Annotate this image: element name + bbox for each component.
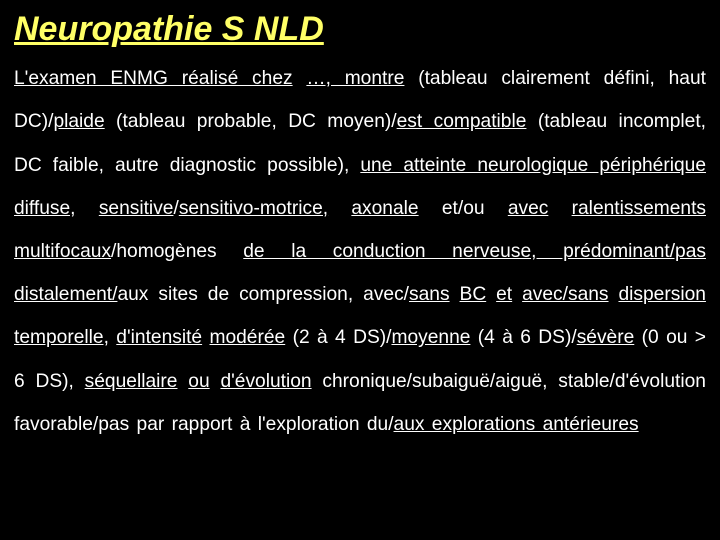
body-segment [210,371,221,392]
body-segment: avec [508,198,549,219]
body-segment: sans [409,284,450,305]
body-segment: d'intensité [116,327,202,348]
body-segment: (2 à 4 DS)/ [285,327,391,348]
body-segment: d'évolution [220,371,311,392]
body-segment: est compatible [397,111,527,132]
body-segment [548,198,571,219]
body-segment: diffuse, [14,198,76,219]
body-segment [609,284,619,305]
slide-body-paragraph: L'examen ENMG réalisé chez …, montre (ta… [14,57,706,446]
body-segment [177,371,188,392]
body-segment: et/ou [419,198,508,219]
body-segment: /homogènes [111,241,243,262]
body-segment: plaide [53,111,104,132]
body-segment: multifocaux [14,241,111,262]
slide: Neuropathie S NLD L'examen ENMG réalisé … [0,0,720,540]
body-segment: ou [188,371,209,392]
body-segment: sensitive [99,198,174,219]
body-segment [76,198,99,219]
body-segment: aux explorations antérieures [394,414,639,435]
body-segment: moyenne [391,327,470,348]
body-segment: …, montre [306,68,404,89]
body-segment: avec/sans [522,284,608,305]
body-segment: (4 à 6 DS)/ [470,327,576,348]
body-segment: sensitivo-motrice, [179,198,328,219]
body-segment [486,284,496,305]
body-segment: sévère [577,327,635,348]
body-segment [450,284,460,305]
body-segment: et [496,284,512,305]
body-segment: BC [460,284,487,305]
body-segment: modérée [209,327,285,348]
body-segment: aux sites de compression, avec/ [117,284,409,305]
body-segment: ralentissements [572,198,706,219]
body-segment [328,198,351,219]
body-segment [293,68,307,89]
body-segment: axonale [351,198,418,219]
body-segment: une atteinte neurologique périphérique [360,155,706,176]
body-segment: L'examen ENMG réalisé chez [14,68,293,89]
body-segment [512,284,522,305]
body-segment: (tableau probable, DC moyen)/ [105,111,397,132]
body-segment: séquellaire [85,371,178,392]
slide-title: Neuropathie S NLD [14,10,706,49]
